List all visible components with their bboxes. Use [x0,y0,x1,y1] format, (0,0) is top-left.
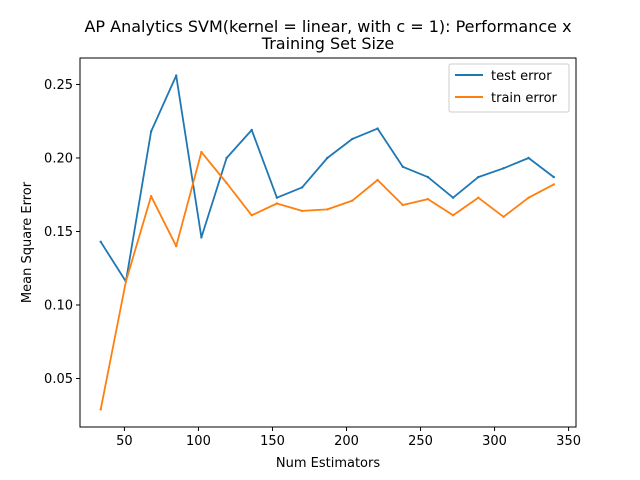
data-point-train-error [552,183,555,186]
y-tick-label: 0.20 [44,151,73,166]
data-point-test-error [300,186,304,189]
x-tick-label: 150 [260,434,285,449]
series-line-train-error [99,151,555,410]
data-point-test-error [552,175,555,179]
data-point-train-error [351,199,354,202]
data-point-test-error [426,175,430,179]
data-point-train-error [99,408,102,411]
x-tick-label: 200 [334,434,359,449]
plot-area [99,74,555,411]
data-point-test-error [225,156,228,160]
data-point-test-error [275,196,279,199]
data-point-train-error [225,181,228,185]
y-tick-label: 0.05 [44,372,73,387]
x-tick-label: 250 [408,434,433,449]
data-point-test-error [149,130,153,133]
y-tick-label: 0.10 [44,298,73,313]
data-point-train-error [250,214,253,217]
data-point-train-error [175,245,178,248]
data-point-test-error [175,74,178,77]
x-tick-label: 100 [186,434,211,449]
legend-label-test-error: test error [491,69,552,84]
data-point-test-error [376,127,379,130]
data-point-train-error [527,196,530,199]
data-point-test-error [502,167,505,170]
plot-frame [79,57,577,428]
data-point-test-error [401,165,404,168]
data-point-train-error [426,197,430,201]
data-point-test-error [527,156,530,160]
data-point-test-error [250,128,253,132]
data-point-train-error [326,208,329,211]
data-point-test-error [326,156,329,160]
data-point-train-error [300,209,304,213]
data-point-train-error [477,196,480,199]
data-point-train-error [149,195,153,198]
data-point-train-error [275,202,279,205]
legend-label-train-error: train error [491,91,558,106]
x-tick-label: 300 [482,434,507,449]
axes: 50 100 150 200 250 300 350 0.05 0.10 0.15 0.20 0.25 [44,78,581,449]
y-tick-label: 0.15 [44,225,73,240]
data-point-train-error [451,214,455,217]
x-tick-label: 50 [116,434,133,449]
data-point-train-error [502,215,505,218]
chart-title-line-1: AP Analytics SVM(kernel = linear, with c… [84,17,571,36]
x-tick-label: 350 [556,434,581,449]
data-point-test-error [351,137,354,141]
chart-title-line-2: Training Set Size [261,34,394,53]
data-point-test-error [200,236,203,239]
data-point-test-error [99,240,102,243]
data-point-test-error [477,175,480,179]
y-axis-label: Mean Square Error [20,181,35,303]
data-point-train-error [200,150,203,154]
data-point-train-error [376,178,379,182]
data-point-train-error [124,280,128,283]
data-point-test-error [451,196,455,199]
legend: test error train error [448,63,570,113]
data-point-train-error [401,203,404,207]
x-axis-label: Num Estimators [276,456,380,471]
y-tick-label: 0.25 [44,78,73,93]
